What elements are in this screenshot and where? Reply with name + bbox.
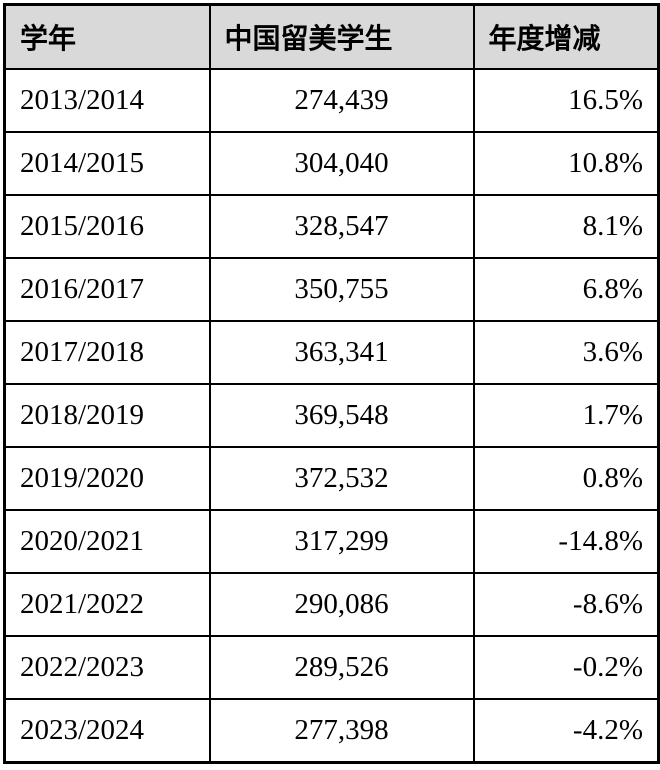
cell-academic-year: 2013/2014 (3, 67, 211, 133)
table-row: 2021/2022 290,086 -8.6% (3, 571, 660, 637)
cell-academic-year: 2015/2016 (3, 193, 211, 259)
cell-student-count: 369,548 (208, 382, 475, 448)
table-row: 2019/2020 372,532 0.8% (3, 445, 660, 511)
cell-academic-year: 2021/2022 (3, 571, 211, 637)
table-row: 2013/2014 274,439 16.5% (3, 67, 660, 133)
cell-annual-change: 3.6% (472, 319, 660, 385)
table-row: 2014/2015 304,040 10.8% (3, 130, 660, 196)
header-annual-change: 年度增减 (472, 3, 660, 70)
table-row: 2018/2019 369,548 1.7% (3, 382, 660, 448)
cell-annual-change: 10.8% (472, 130, 660, 196)
cell-annual-change: 16.5% (472, 67, 660, 133)
table-row: 2015/2016 328,547 8.1% (3, 193, 660, 259)
cell-student-count: 372,532 (208, 445, 475, 511)
header-academic-year: 学年 (3, 3, 211, 70)
cell-student-count: 290,086 (208, 571, 475, 637)
cell-student-count: 350,755 (208, 256, 475, 322)
cell-annual-change: 8.1% (472, 193, 660, 259)
cell-academic-year: 2017/2018 (3, 319, 211, 385)
cell-annual-change: -8.6% (472, 571, 660, 637)
header-chinese-students-in-us: 中国留美学生 (208, 3, 475, 70)
cell-student-count: 363,341 (208, 319, 475, 385)
students-table-container: 学年 中国留美学生 年度增减 2013/2014 274,439 16.5% 2014… (0, 3, 660, 770)
cell-annual-change: 1.7% (472, 382, 660, 448)
cell-student-count: 317,299 (208, 508, 475, 574)
cell-student-count: 274,439 (208, 67, 475, 133)
cell-academic-year: 2019/2020 (3, 445, 211, 511)
cell-annual-change: 0.8% (472, 445, 660, 511)
cell-academic-year: 2020/2021 (3, 508, 211, 574)
table-row: 2023/2024 277,398 -4.2% (3, 697, 660, 764)
header-row: 学年 中国留美学生 年度增减 (3, 3, 660, 70)
cell-student-count: 289,526 (208, 634, 475, 700)
cell-annual-change: -4.2% (472, 697, 660, 764)
cell-student-count: 277,398 (208, 697, 475, 764)
cell-annual-change: -14.8% (472, 508, 660, 574)
cell-academic-year: 2016/2017 (3, 256, 211, 322)
cell-annual-change: 6.8% (472, 256, 660, 322)
cell-academic-year: 2018/2019 (3, 382, 211, 448)
table-row: 2020/2021 317,299 -14.8% (3, 508, 660, 574)
table-header: 学年 中国留美学生 年度增减 (3, 3, 660, 70)
table-row: 2016/2017 350,755 6.8% (3, 256, 660, 322)
table-body: 2013/2014 274,439 16.5% 2014/2015 304,040 10.… (3, 67, 660, 764)
cell-annual-change: -0.2% (472, 634, 660, 700)
students-table: 学年 中国留美学生 年度增减 2013/2014 274,439 16.5% 2014… (3, 3, 660, 764)
cell-academic-year: 2014/2015 (3, 130, 211, 196)
cell-student-count: 304,040 (208, 130, 475, 196)
cell-academic-year: 2022/2023 (3, 634, 211, 700)
table-row: 2017/2018 363,341 3.6% (3, 319, 660, 385)
table-row: 2022/2023 289,526 -0.2% (3, 634, 660, 700)
cell-academic-year: 2023/2024 (3, 697, 211, 764)
cell-student-count: 328,547 (208, 193, 475, 259)
